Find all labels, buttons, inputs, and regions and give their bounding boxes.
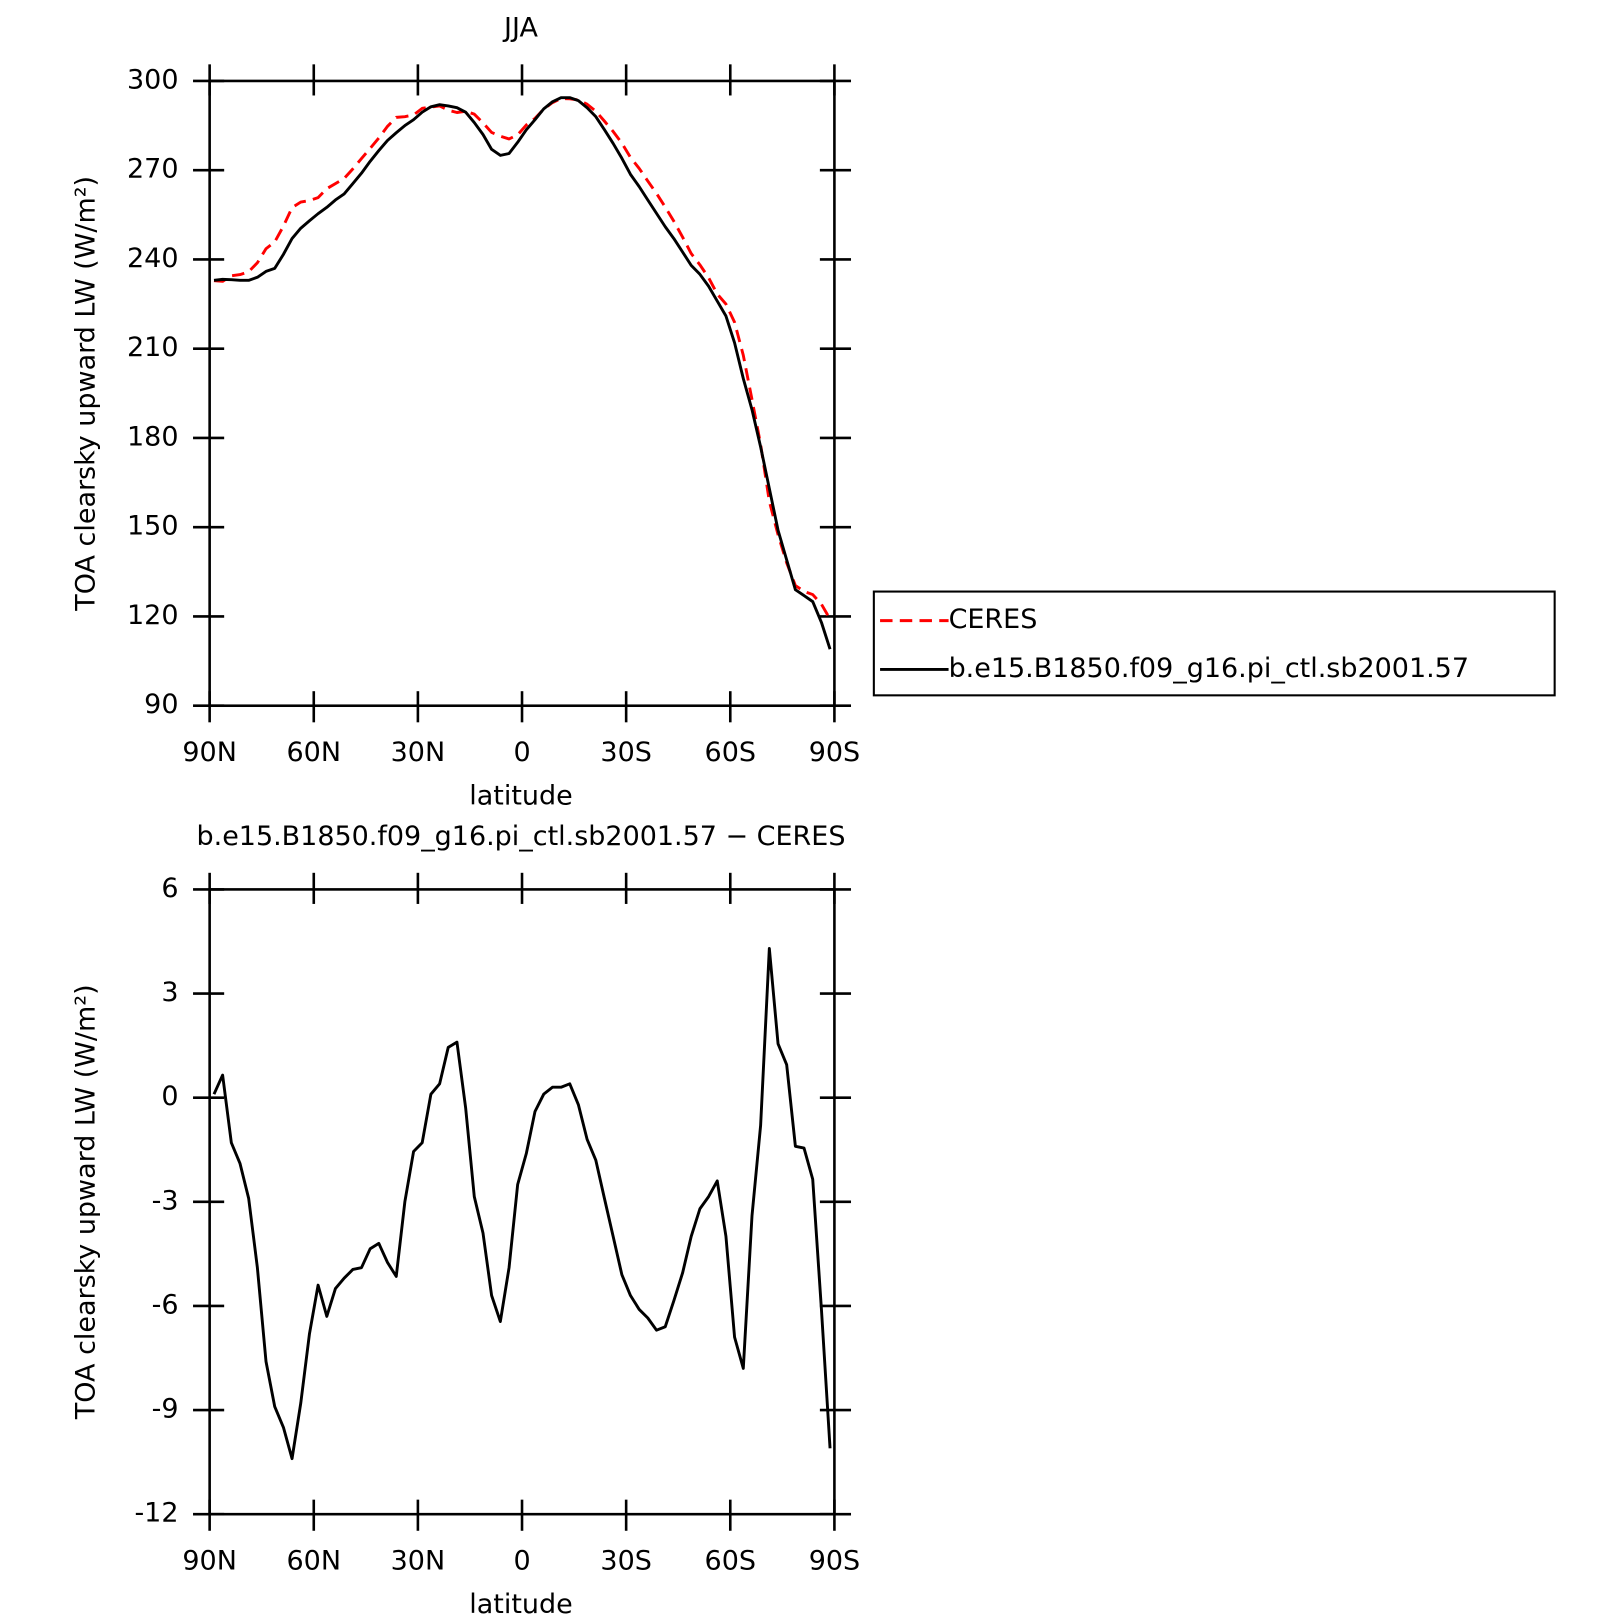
y-tick-label: 6 <box>161 873 178 904</box>
y-tick-label: 0 <box>161 1081 178 1112</box>
diff-line <box>212 947 832 1461</box>
chart-title: b.e15.B1850.f09_g16.pi_ctl.sb2001.57 − C… <box>197 821 846 852</box>
x-tick-label: 60N <box>287 1545 342 1576</box>
y-tick-label: 300 <box>127 64 178 95</box>
legend-label: b.e15.B1850.f09_g16.pi_ctl.sb2001.57 <box>949 653 1469 684</box>
x-tick-label: 0 <box>513 737 530 768</box>
y-tick-label: 90 <box>144 689 178 720</box>
x-tick-label: 30N <box>391 737 445 768</box>
x-tick-label: 90S <box>809 1545 860 1576</box>
x-axis-label: latitude <box>469 781 572 812</box>
x-tick-label: 60S <box>705 1545 756 1576</box>
x-tick-label: 30S <box>600 1545 651 1576</box>
x-axis-label: latitude <box>469 1589 572 1619</box>
x-tick-label: 0 <box>513 1545 530 1576</box>
x-tick-label: 30N <box>391 1545 445 1576</box>
chart-title: JJA <box>502 13 538 44</box>
y-tick-label: 270 <box>127 154 178 185</box>
y-axis-label: TOA clearsky upward LW (W/m²) <box>71 984 102 1420</box>
y-tick-label: 210 <box>127 332 178 363</box>
y-tick-label: 150 <box>127 511 178 542</box>
y-tick-label: -3 <box>152 1185 179 1216</box>
series-line <box>213 97 832 620</box>
x-tick-label: 30S <box>600 737 651 768</box>
plot-frame <box>208 79 836 708</box>
y-tick-label: -12 <box>134 1498 178 1529</box>
x-tick-label: 60N <box>287 737 342 768</box>
x-tick-label: 60S <box>705 737 756 768</box>
y-axis-label: TOA clearsky upward LW (W/m²) <box>71 176 102 612</box>
x-tick-label: 90N <box>182 1545 237 1576</box>
y-tick-label: 240 <box>127 243 178 274</box>
legend-box <box>872 590 1556 697</box>
legend-label: CERES <box>949 604 1038 635</box>
x-tick-label: 90N <box>182 737 237 768</box>
plot-frame <box>208 888 836 1516</box>
series-line <box>213 96 832 650</box>
x-tick-label: 90S <box>809 737 860 768</box>
y-tick-label: 3 <box>161 977 178 1008</box>
y-tick-label: -6 <box>152 1289 179 1320</box>
y-tick-label: -9 <box>152 1394 179 1425</box>
y-tick-label: 120 <box>127 600 178 631</box>
y-tick-label: 180 <box>127 421 178 452</box>
